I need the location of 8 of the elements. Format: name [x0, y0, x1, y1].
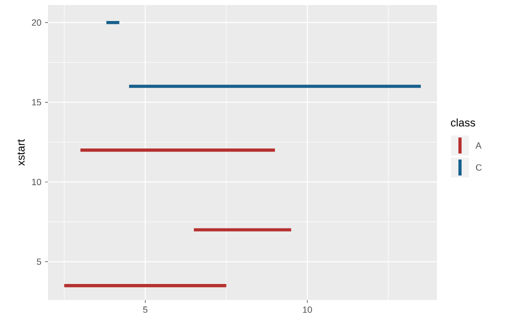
y-tick-label: 10 [32, 178, 42, 186]
legend-label: C [476, 164, 482, 171]
y-tick-label: 15 [32, 99, 42, 106]
y-tick-label: 20 [32, 19, 42, 26]
y-axis-title: xstart [17, 139, 25, 166]
y-tick-label: 5 [36, 258, 42, 265]
legend-label: A [476, 142, 482, 149]
legend-title: class [450, 118, 476, 127]
